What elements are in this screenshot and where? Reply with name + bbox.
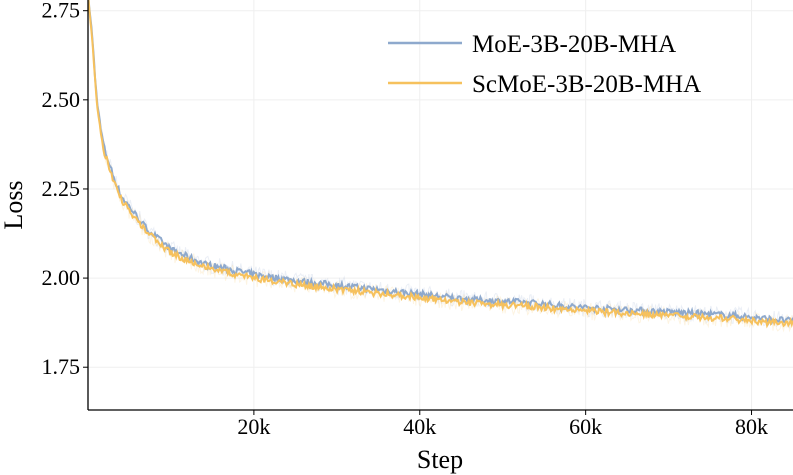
- y-tick-label: 1.75: [42, 354, 81, 379]
- x-tick-label: 60k: [569, 414, 602, 439]
- x-tick-label: 40k: [403, 414, 436, 439]
- series-line-scmoe: [87, 0, 793, 329]
- raw-loss-band: [87, 1, 793, 333]
- raw-loss-line: [87, 1, 793, 333]
- series-lines: [87, 0, 793, 329]
- x-tick-labels: 20k 40k 60k 80k: [237, 410, 768, 439]
- grid-lines: [88, 0, 793, 410]
- y-tick-labels: 1.75 2.00 2.25 2.50 2.75: [42, 0, 88, 379]
- axes: [87, 0, 793, 411]
- legend-label-scmoe: ScMoE-3B-20B-MHA: [472, 71, 701, 98]
- y-tick-label: 2.25: [42, 176, 81, 201]
- x-tick-label: 20k: [237, 414, 270, 439]
- raw-loss-line: [87, 1, 793, 329]
- series-line-moe: [87, 0, 793, 326]
- y-tick-label: 2.00: [42, 265, 81, 290]
- y-axis-label: Loss: [0, 180, 28, 229]
- x-tick-label: 80k: [735, 414, 768, 439]
- y-tick-label: 2.75: [42, 0, 81, 23]
- y-tick-label: 2.50: [42, 87, 81, 112]
- x-axis-label: Step: [417, 445, 463, 474]
- legend: MoE-3B-20B-MHA ScMoE-3B-20B-MHA: [388, 31, 701, 98]
- legend-label-moe: MoE-3B-20B-MHA: [472, 31, 676, 58]
